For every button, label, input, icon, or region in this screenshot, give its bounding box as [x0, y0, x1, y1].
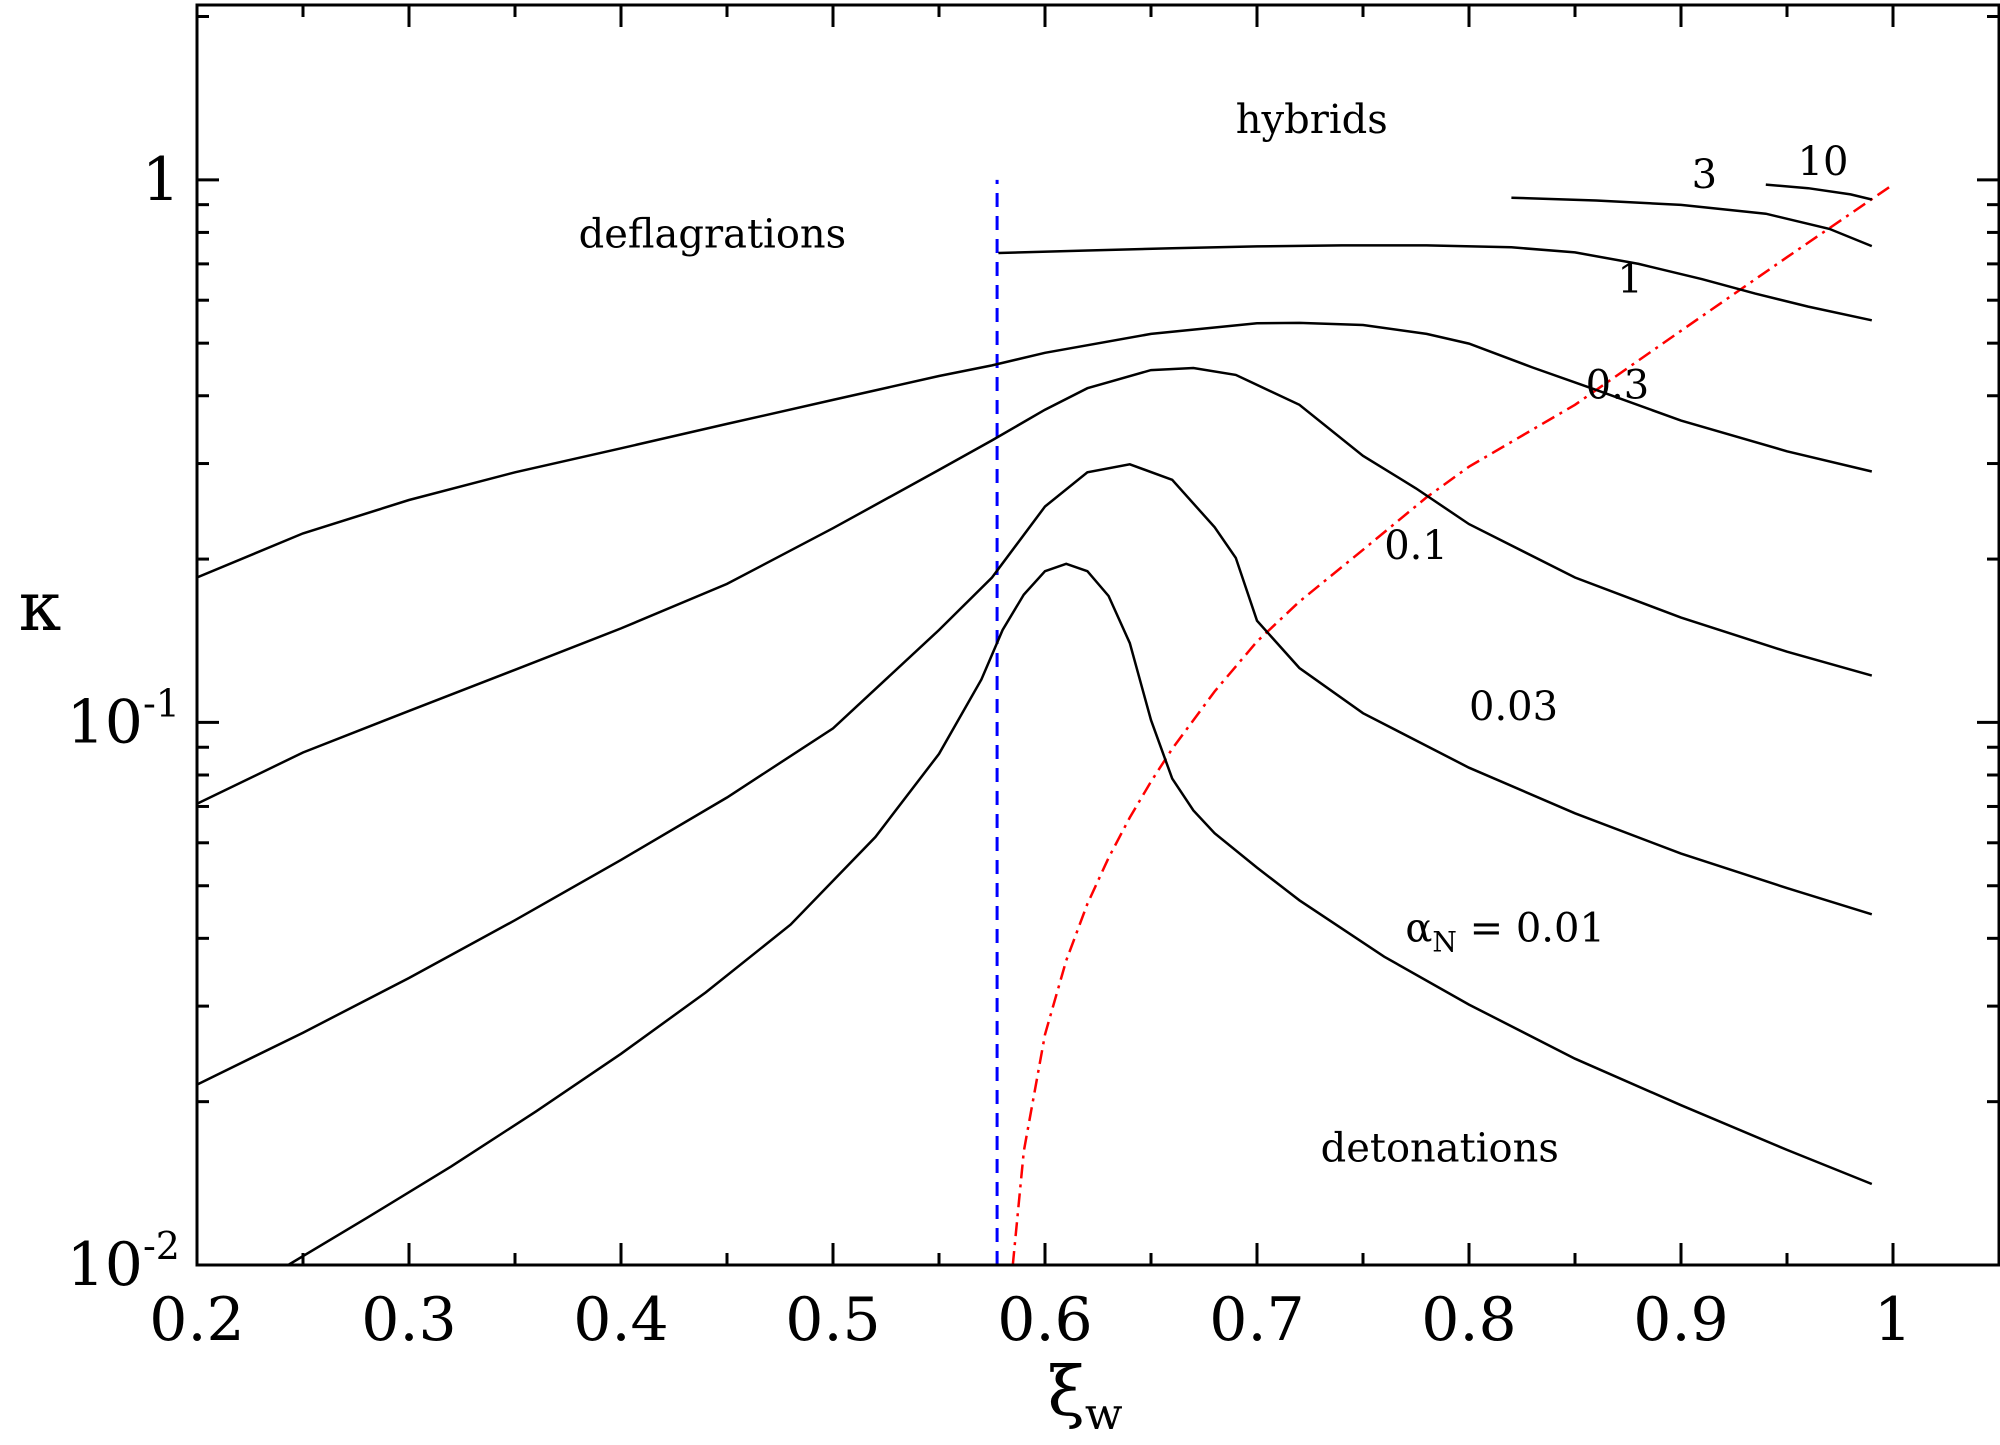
plot-frame [195, 3, 2000, 1267]
efficiency-curve [1765, 183, 1873, 201]
curve-label: 0.03 [1469, 684, 1558, 730]
efficiency-curve [197, 366, 1873, 805]
labels-layer: αN = 0.01 0.03 0.1 0.3 1 3 10 deflagrations hybr… [579, 97, 1849, 1172]
x-tick-label: 0.5 [785, 1285, 880, 1355]
efficiency-curve [998, 244, 1873, 322]
x-tick-label: 0.6 [997, 1285, 1092, 1355]
efficiency-curve [197, 463, 1873, 1086]
x-axis-label: ξw [1047, 1353, 1122, 1440]
y-tick-label: 10-2 [67, 1224, 180, 1300]
curve-label: 0.1 [1384, 523, 1448, 569]
y-tick-label: 1 [142, 145, 180, 215]
x-tick-label: 0.4 [573, 1285, 668, 1355]
x-tick-label: 1 [1874, 1285, 1912, 1355]
x-tick-label: 0.3 [361, 1285, 456, 1355]
y-axis-label: κ [19, 568, 62, 647]
x-axis-label-subscript: w [1085, 1389, 1123, 1440]
curve-label: 0.3 [1586, 363, 1650, 409]
curves-layer [197, 179, 1894, 1265]
curve-label: αN = 0.01 [1405, 905, 1605, 958]
x-tick-label: 0.8 [1421, 1285, 1516, 1355]
region-label: deflagrations [579, 212, 847, 258]
region-label: detonations [1321, 1126, 1559, 1172]
curve-label: 10 [1798, 139, 1849, 185]
curve-label: 1 [1617, 256, 1642, 302]
ticks-layer: 0.2 0.3 0.4 0.5 0.6 0.7 0.8 0.9 1 1 10-1 10-2 [67, 5, 2000, 1355]
y-tick-label: 10-1 [67, 681, 180, 757]
x-tick-label: 0.9 [1633, 1285, 1728, 1355]
efficiency-curve [197, 321, 1873, 579]
curve-label: 3 [1692, 152, 1717, 198]
x-tick-label: 0.7 [1209, 1285, 1304, 1355]
x-tick-label: 0.2 [149, 1285, 244, 1355]
efficiency-curve [287, 562, 1873, 1265]
efficiency-curve [1511, 196, 1873, 248]
region-label: hybrids [1236, 97, 1388, 143]
jouguet-boundary-curve [1011, 183, 1894, 1265]
